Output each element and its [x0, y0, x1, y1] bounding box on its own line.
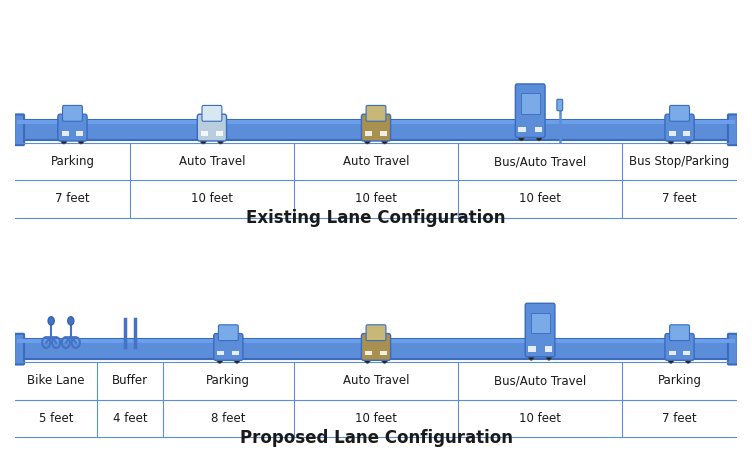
FancyBboxPatch shape [362, 114, 390, 141]
Bar [380, 131, 387, 136]
Circle shape [668, 355, 674, 363]
FancyBboxPatch shape [58, 114, 87, 141]
Circle shape [518, 132, 525, 141]
Circle shape [381, 355, 388, 363]
Text: Existing Lane Configuration: Existing Lane Configuration [246, 209, 506, 228]
Text: Bus/Auto Travel: Bus/Auto Travel [494, 155, 587, 168]
Bar [232, 351, 239, 356]
FancyBboxPatch shape [665, 114, 694, 141]
Circle shape [381, 135, 388, 144]
Circle shape [685, 135, 691, 144]
Text: 7 feet: 7 feet [663, 412, 697, 425]
Circle shape [61, 135, 67, 144]
Circle shape [528, 351, 535, 360]
Circle shape [78, 135, 84, 144]
Text: Bike Lane: Bike Lane [27, 374, 85, 388]
Text: Proposed Lane Configuration: Proposed Lane Configuration [239, 429, 513, 447]
FancyBboxPatch shape [14, 334, 24, 365]
Bar [684, 131, 690, 136]
Text: 10 feet: 10 feet [355, 412, 397, 425]
Bar [535, 127, 542, 132]
Bar [201, 131, 208, 136]
Text: 10 feet: 10 feet [191, 192, 233, 205]
Text: Parking: Parking [206, 374, 250, 388]
Text: 8 feet: 8 feet [211, 412, 246, 425]
FancyBboxPatch shape [214, 334, 243, 360]
Circle shape [536, 132, 542, 141]
Circle shape [668, 135, 674, 144]
FancyBboxPatch shape [202, 106, 222, 121]
Circle shape [68, 317, 74, 325]
FancyBboxPatch shape [366, 325, 386, 340]
Bar [365, 131, 372, 136]
FancyBboxPatch shape [669, 325, 690, 340]
FancyBboxPatch shape [366, 106, 386, 121]
Bar [544, 346, 552, 351]
FancyBboxPatch shape [62, 106, 83, 121]
Bar [216, 131, 223, 136]
FancyBboxPatch shape [665, 334, 694, 360]
Circle shape [546, 351, 552, 360]
Circle shape [234, 355, 240, 363]
FancyBboxPatch shape [197, 114, 226, 141]
Text: Auto Travel: Auto Travel [179, 155, 245, 168]
FancyBboxPatch shape [557, 99, 562, 111]
FancyBboxPatch shape [728, 334, 738, 365]
FancyBboxPatch shape [362, 334, 390, 360]
Circle shape [685, 355, 691, 363]
Text: Bus/Auto Travel: Bus/Auto Travel [494, 374, 587, 388]
Text: 10 feet: 10 feet [519, 192, 561, 205]
Bar [380, 351, 387, 356]
FancyBboxPatch shape [218, 325, 238, 340]
Circle shape [217, 135, 224, 144]
Text: 10 feet: 10 feet [519, 412, 561, 425]
Circle shape [217, 355, 223, 363]
FancyBboxPatch shape [669, 106, 690, 121]
Bar [518, 127, 526, 132]
FancyBboxPatch shape [525, 303, 555, 357]
Bar [669, 131, 676, 136]
Text: Bus Stop/Parking: Bus Stop/Parking [629, 155, 729, 168]
FancyBboxPatch shape [14, 114, 24, 145]
Bar [669, 351, 676, 356]
Text: 7 feet: 7 feet [663, 192, 697, 205]
Bar [531, 313, 550, 333]
Bar [528, 346, 535, 351]
FancyBboxPatch shape [515, 84, 545, 138]
Circle shape [364, 355, 371, 363]
FancyBboxPatch shape [17, 339, 735, 359]
Bar [62, 131, 68, 136]
Text: 10 feet: 10 feet [355, 192, 397, 205]
Text: Auto Travel: Auto Travel [343, 155, 409, 168]
Circle shape [364, 135, 371, 144]
Text: Auto Travel: Auto Travel [343, 374, 409, 388]
Bar [76, 131, 83, 136]
FancyBboxPatch shape [17, 120, 735, 140]
Text: 5 feet: 5 feet [39, 412, 73, 425]
Text: Parking: Parking [657, 374, 702, 388]
Circle shape [48, 317, 54, 325]
FancyBboxPatch shape [728, 114, 738, 145]
Bar [17, 339, 735, 343]
Text: Buffer: Buffer [112, 374, 148, 388]
Bar [365, 351, 372, 356]
Circle shape [200, 135, 207, 144]
Bar [684, 351, 690, 356]
Bar [17, 120, 735, 124]
Bar [217, 351, 225, 356]
Bar [520, 93, 540, 114]
Text: 4 feet: 4 feet [113, 412, 147, 425]
Text: Parking: Parking [50, 155, 95, 168]
Text: 7 feet: 7 feet [55, 192, 89, 205]
